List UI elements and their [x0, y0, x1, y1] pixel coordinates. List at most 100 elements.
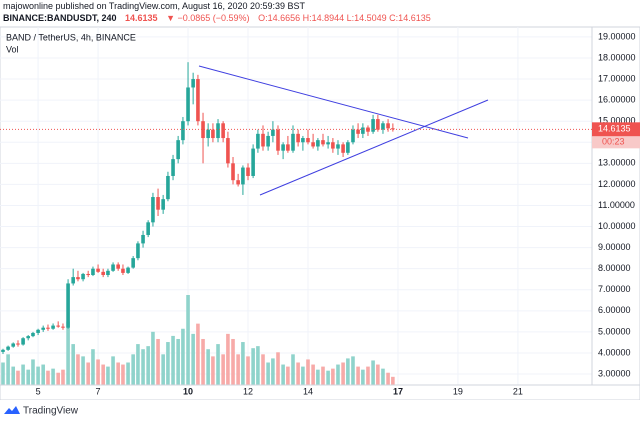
volume-bar: [376, 364, 380, 385]
candle-body: [41, 327, 45, 330]
volume-bar: [171, 335, 175, 385]
candle-body: [296, 133, 300, 143]
candle-body: [386, 123, 390, 129]
published: majowonline published on TradingView.com…: [3, 1, 306, 11]
candle-body: [356, 129, 360, 134]
volume-bar: [336, 364, 340, 385]
volume-bar: [316, 369, 320, 385]
y-tick-label: 12.00000: [598, 179, 636, 189]
volume-bar: [81, 356, 85, 385]
candle-body: [111, 264, 115, 271]
volume-bar: [351, 356, 355, 385]
candle-body: [301, 138, 305, 143]
y-tick-label: 10.00000: [598, 221, 636, 231]
volume-bar: [226, 333, 230, 385]
candle-body: [266, 135, 270, 147]
volume-bar: [386, 372, 390, 385]
volume-bar: [191, 333, 195, 385]
candle-body: [1, 349, 5, 352]
volume-bar: [11, 366, 15, 385]
candle-body: [316, 140, 320, 147]
candle-body: [221, 123, 225, 139]
candle-body: [16, 343, 20, 345]
candle-body: [126, 267, 130, 273]
y-tick-label: 9.00000: [598, 242, 631, 252]
candle-body: [376, 119, 380, 130]
x-tick-label: 14: [303, 386, 313, 396]
volume-bar: [276, 352, 280, 385]
ohlc: O:14.6656 H:14.8944 L:14.5049 C:14.6135: [258, 13, 431, 23]
candle-body: [61, 326, 65, 328]
candle-body: [211, 129, 215, 139]
x-tick-label: 19: [453, 386, 463, 396]
candle-body: [91, 268, 95, 276]
volume-bar: [236, 354, 240, 385]
volume-bar: [356, 366, 360, 385]
x-tick-label: 5: [36, 386, 41, 396]
volume-bar: [326, 370, 330, 385]
x-tick-label: 7: [96, 386, 101, 396]
symbol: BINANCE:BANDUSDT, 240: [3, 13, 117, 23]
volume-bar: [141, 349, 145, 385]
volume-bar: [61, 369, 65, 385]
volume-bar: [76, 354, 80, 385]
y-tick-label: 15.00000: [598, 116, 636, 126]
legend-title: BAND / TetherUS, 4h, BINANCE: [6, 32, 136, 42]
y-tick-label: 16.00000: [598, 94, 636, 104]
volume-bar: [311, 364, 315, 385]
price-tag: [592, 122, 640, 137]
volume-bar: [346, 358, 350, 385]
candle-body: [176, 140, 180, 160]
y-tick-label: 7.00000: [598, 284, 631, 294]
volume-bar: [281, 364, 285, 385]
candle-body: [116, 264, 120, 269]
volume-bar: [146, 346, 150, 385]
candle-body: [206, 129, 210, 139]
volume-bar: [31, 359, 35, 385]
y-tick-label: 8.00000: [598, 263, 631, 273]
volume-bar: [56, 372, 60, 385]
volume-bar: [151, 331, 155, 385]
candle-body: [331, 142, 335, 149]
volume-bar: [211, 356, 215, 385]
volume-bar: [221, 354, 225, 385]
candle-body: [71, 277, 75, 284]
candle-body: [151, 197, 155, 223]
candle-body: [391, 128, 395, 130]
candle-body: [31, 332, 35, 337]
price-tag-label: 14.6135: [598, 124, 631, 134]
y-tick-label: 4.00000: [598, 347, 631, 357]
volume-bar: [36, 366, 40, 385]
volume-bar: [6, 354, 10, 385]
candle-body: [326, 142, 330, 145]
candle-body: [246, 167, 250, 176]
trend-line: [198, 65, 469, 139]
volume-bar: [156, 338, 160, 385]
candle-body: [196, 79, 200, 122]
candle-body: [361, 127, 365, 134]
symbol-line: BINANCE:BANDUSDT, 240 14.6135 ▼ −0.0865 …: [3, 13, 437, 23]
candle-body: [181, 121, 185, 141]
volume-bar: [136, 344, 140, 385]
volume-bar: [116, 362, 120, 385]
candle-body: [256, 133, 260, 149]
countdown-label: 00:23: [602, 137, 625, 147]
y-tick-label: 5.00000: [598, 326, 631, 336]
volume-bar: [161, 354, 165, 385]
volume-bar: [256, 346, 260, 385]
candle-body: [136, 243, 140, 259]
candle-body: [51, 325, 55, 329]
volume-bar: [71, 344, 75, 385]
candle-body: [261, 133, 265, 147]
volume-bar: [391, 376, 395, 385]
candle-body: [186, 87, 190, 122]
brand: TradingView: [23, 406, 79, 417]
candle-body: [156, 197, 160, 210]
volume-bar: [381, 368, 385, 385]
change: ▼ −0.0865 (−0.59%): [166, 13, 250, 23]
candle-body: [226, 138, 230, 164]
candle-body: [201, 121, 205, 139]
candle-body: [66, 283, 70, 328]
candle-body: [96, 268, 100, 272]
y-tick-label: 6.00000: [598, 305, 631, 315]
